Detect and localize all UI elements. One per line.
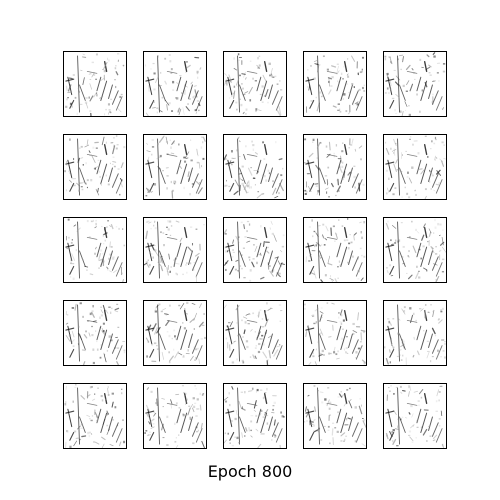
sample-texture	[145, 135, 206, 199]
sample-image	[63, 51, 127, 117]
sample-texture	[65, 218, 126, 282]
sample-texture	[224, 136, 284, 199]
sample-image	[383, 134, 447, 200]
sample-texture	[304, 302, 366, 365]
sample-image	[383, 383, 447, 449]
sample-texture	[385, 218, 446, 282]
sample-texture	[65, 53, 125, 116]
sample-texture	[224, 220, 286, 282]
sample-image	[223, 51, 287, 117]
sample-texture	[145, 54, 203, 116]
sample-image	[223, 217, 287, 283]
sample-image	[63, 383, 127, 449]
sample-texture	[144, 385, 206, 448]
sample-texture	[144, 220, 205, 282]
epoch-caption: Epoch 800	[207, 462, 293, 481]
sample-texture	[224, 53, 283, 116]
sample-image	[223, 383, 287, 449]
sample-grid	[63, 51, 447, 449]
sample-texture	[224, 386, 285, 448]
sample-image	[63, 134, 127, 200]
sample-image	[63, 217, 127, 283]
sample-texture	[64, 384, 126, 448]
sample-image	[143, 383, 207, 449]
sample-image	[303, 217, 367, 283]
sample-texture	[305, 55, 366, 115]
sample-texture	[305, 218, 366, 282]
sample-image	[223, 134, 287, 200]
sample-image	[303, 51, 367, 117]
sample-image	[143, 217, 207, 283]
sample-texture	[385, 135, 446, 199]
sample-texture	[304, 138, 365, 198]
sample-image	[223, 300, 287, 366]
sample-texture	[384, 304, 446, 365]
sample-image	[383, 217, 447, 283]
sample-image	[303, 300, 367, 366]
sample-image	[63, 300, 127, 366]
sample-texture	[385, 384, 444, 448]
sample-image	[383, 300, 447, 366]
sample-image	[143, 134, 207, 200]
sample-texture	[384, 52, 446, 116]
sample-image	[383, 51, 447, 117]
sample-texture	[224, 302, 283, 365]
sample-texture	[64, 135, 126, 196]
sample-texture	[65, 302, 126, 365]
sample-texture	[304, 385, 366, 447]
sample-image	[303, 134, 367, 200]
sample-texture	[145, 301, 206, 365]
sample-image	[143, 51, 207, 117]
sample-image	[143, 300, 207, 366]
sample-image	[303, 383, 367, 449]
